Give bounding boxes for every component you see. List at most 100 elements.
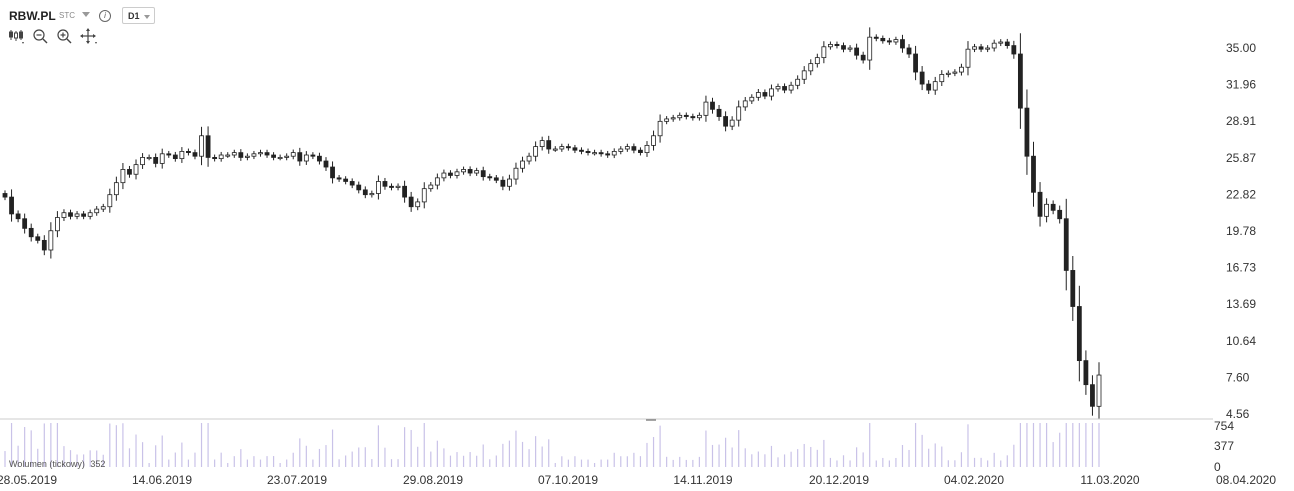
candle — [585, 148, 591, 156]
zoom-in-icon[interactable] — [56, 28, 72, 44]
volume-bar — [639, 456, 642, 467]
candle — [559, 143, 565, 152]
crosshair-move-icon[interactable] — [80, 28, 97, 44]
candle — [624, 143, 630, 152]
candle — [926, 80, 932, 94]
volume-bar — [548, 439, 550, 467]
candle — [972, 43, 977, 53]
volume-bar — [888, 460, 890, 467]
volume-tick-label: 754 — [1214, 419, 1234, 433]
volume-bar — [122, 423, 124, 467]
candle — [166, 150, 172, 158]
volume-bar — [1072, 423, 1074, 467]
volume-bar — [397, 459, 399, 467]
candle — [461, 166, 466, 175]
candle — [94, 206, 100, 216]
candle — [297, 147, 303, 166]
candle — [61, 209, 67, 222]
candle — [35, 233, 41, 244]
candle — [205, 126, 211, 167]
candle — [310, 152, 316, 160]
candle — [244, 153, 250, 161]
candle — [611, 148, 617, 159]
candle — [651, 130, 656, 151]
candle — [303, 151, 309, 165]
candle — [415, 198, 421, 211]
volume-bar — [980, 457, 982, 467]
volume-bar — [135, 434, 137, 467]
volume-bar — [181, 442, 183, 467]
volume-bar — [1052, 442, 1054, 467]
interval-dropdown[interactable]: D1 — [122, 7, 155, 24]
volume-bar — [83, 454, 85, 467]
info-icon[interactable]: i — [99, 10, 111, 22]
market-label[interactable]: STC — [59, 11, 75, 20]
volume-bar — [299, 438, 301, 467]
volume-bar — [476, 455, 478, 467]
price-axis: 35.00 31.96 28.91 25.87 22.82 19.78 16.73 13.69… — [1226, 41, 1256, 421]
date-tick-label: 29.08.2019 — [403, 473, 463, 487]
chevron-down-icon[interactable] — [82, 12, 90, 17]
candle — [716, 104, 722, 121]
volume-axis: 754 377 0 — [1214, 419, 1234, 474]
candle — [690, 113, 696, 121]
zoom-out-icon[interactable] — [32, 28, 48, 44]
volume-bar — [312, 459, 314, 467]
candle — [579, 147, 584, 155]
candle — [1031, 141, 1036, 207]
candle — [41, 235, 47, 256]
candle — [762, 89, 768, 100]
volume-bar — [751, 454, 753, 467]
price-tick-label: 13.69 — [1226, 297, 1256, 311]
volume-bar — [449, 455, 452, 467]
candle — [565, 143, 571, 151]
candle — [199, 126, 204, 166]
volume-bar — [1091, 423, 1094, 467]
volume-bar — [155, 445, 157, 467]
volume-bar — [69, 450, 72, 467]
volume-bar — [1039, 423, 1041, 467]
volume-bar — [652, 437, 655, 467]
symbol-label[interactable]: RBW.PL — [9, 9, 56, 23]
volume-bar — [561, 456, 563, 467]
chart-type-icon[interactable] — [8, 28, 24, 44]
candle — [769, 84, 774, 101]
volume-bar — [325, 445, 327, 467]
date-tick-label: 23.07.2019 — [267, 473, 327, 487]
candle — [867, 27, 873, 70]
volume-bar — [554, 463, 556, 467]
candle — [959, 63, 964, 76]
volume-bar — [535, 436, 537, 467]
candle — [507, 174, 512, 191]
candle — [677, 112, 683, 121]
volume-bar — [613, 452, 615, 467]
candle — [638, 147, 643, 156]
x-axis: 28.05.2019 14.06.2019 23.07.2019 29.08.2019… — [0, 473, 1276, 487]
price-tick-label: 25.87 — [1226, 151, 1256, 165]
candle — [683, 112, 689, 120]
candle — [1063, 198, 1069, 291]
candle — [880, 35, 886, 44]
volume-bar — [404, 427, 406, 467]
date-tick-label: 08.04.2020 — [1216, 473, 1276, 487]
volume-bar — [731, 447, 733, 467]
candle — [113, 176, 119, 201]
candle — [978, 43, 984, 53]
candle — [939, 70, 945, 86]
volume-bar — [797, 449, 799, 467]
volume-bar — [1065, 423, 1067, 467]
volume-bar — [842, 455, 845, 467]
volume-bar — [515, 430, 517, 467]
candle — [467, 166, 473, 177]
volume-bar — [692, 459, 694, 467]
candle — [336, 174, 342, 182]
candle — [192, 149, 198, 160]
date-tick-label: 07.10.2019 — [538, 473, 598, 487]
candle — [100, 203, 106, 212]
volume-bar — [174, 452, 176, 467]
candle — [212, 154, 218, 162]
volume-bar — [1045, 423, 1048, 467]
volume-bar — [24, 427, 26, 467]
candle — [1076, 285, 1082, 382]
